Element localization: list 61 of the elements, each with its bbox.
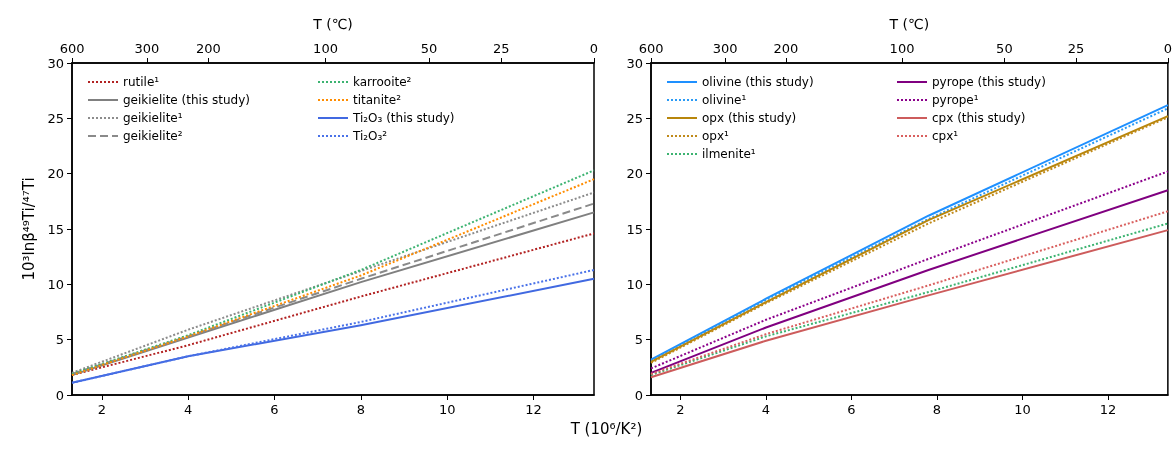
y-tick-label: 15 xyxy=(47,221,64,237)
text: 0 xyxy=(1163,41,1173,56)
x-axis-title: T (10⁶/K²) xyxy=(569,420,644,438)
text: 300 xyxy=(712,41,738,56)
legend-label: opx (this study) xyxy=(702,111,797,125)
y-tick-label: 20 xyxy=(626,166,643,182)
text: 600 xyxy=(638,41,664,56)
text: 25 xyxy=(492,41,510,56)
y-tick-label: 30 xyxy=(626,55,643,71)
legend-label: geikielite¹ xyxy=(123,111,183,125)
legend-label: geikielite (this study) xyxy=(123,93,250,107)
y-tick-label: 25 xyxy=(47,110,64,126)
text: 50 xyxy=(420,41,438,56)
y-tick-label: 30 xyxy=(47,55,64,71)
x-tick-label: 8 xyxy=(356,402,365,417)
legend-label: cpx (this study) xyxy=(932,111,1026,125)
y-tick-label: 5 xyxy=(634,332,643,348)
x-tick-label: 2 xyxy=(676,402,685,417)
text: 100 xyxy=(313,41,338,56)
x-tick-label: 6 xyxy=(270,402,279,417)
text: 50 xyxy=(996,41,1013,56)
y-tick-label: 0 xyxy=(55,387,64,403)
legend-label: Ti₂O₃ (this study) xyxy=(352,111,455,125)
legend-label: ilmenite¹ xyxy=(702,147,756,161)
x-tick-label: 12 xyxy=(1099,402,1117,417)
legend-label: cpx¹ xyxy=(932,129,959,143)
text: 25 xyxy=(1067,41,1085,56)
y-tick-label: 15 xyxy=(626,221,643,237)
legend-label: olivine (this study) xyxy=(702,75,814,89)
legend-label: geikielite² xyxy=(123,129,183,143)
legend-label: rutile¹ xyxy=(123,75,160,89)
text: 100 xyxy=(889,41,915,56)
text: 600 xyxy=(59,41,85,56)
y-tick-label: 20 xyxy=(47,166,64,182)
x2-axis-title: T (℃) xyxy=(312,16,353,32)
legend-label: karrooite² xyxy=(353,75,412,89)
text: 200 xyxy=(773,41,799,56)
y-tick-label: 0 xyxy=(634,387,643,403)
y-tick-label: 10 xyxy=(626,276,643,292)
x-tick-label: 4 xyxy=(761,402,771,417)
x-tick-label: 6 xyxy=(847,402,856,417)
y-tick-label: 25 xyxy=(626,110,643,126)
legend-label: Ti₂O₃² xyxy=(352,129,388,143)
y-tick-label: 10 xyxy=(47,276,64,292)
x-tick-label: 8 xyxy=(932,402,942,417)
x-tick-label: 10 xyxy=(1014,402,1031,417)
text: 0 xyxy=(589,41,599,56)
text: 300 xyxy=(134,41,160,56)
x2-axis-title: T (℃) xyxy=(888,16,930,32)
text: 200 xyxy=(195,41,221,56)
legend-label: olivine¹ xyxy=(702,93,747,107)
x-tick-label: 10 xyxy=(438,402,456,417)
legend-label: titanite² xyxy=(353,93,402,107)
x-tick-label: 4 xyxy=(184,402,193,417)
legend-label: pyrope¹ xyxy=(932,93,979,107)
x-tick-label: 2 xyxy=(97,402,106,417)
x-tick-label: 12 xyxy=(525,402,542,417)
legend-label: opx¹ xyxy=(702,129,730,143)
y-tick-label: 5 xyxy=(55,332,64,348)
legend-label: pyrope (this study) xyxy=(932,75,1046,89)
y-axis-title: 10³lnβ⁴⁹Ti/⁴⁷Ti xyxy=(19,177,38,281)
